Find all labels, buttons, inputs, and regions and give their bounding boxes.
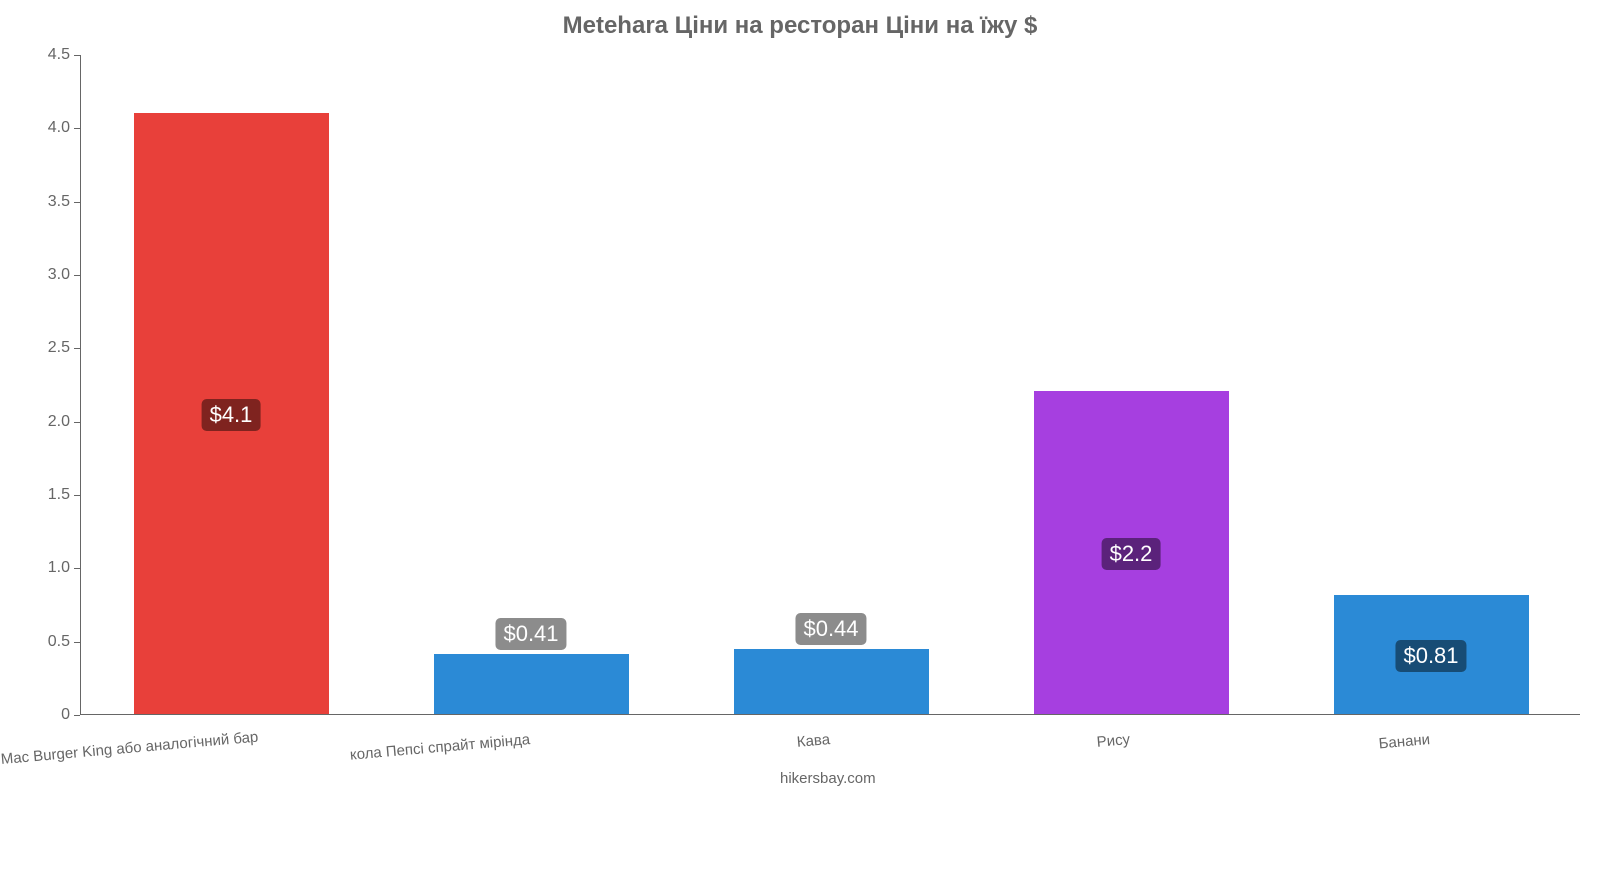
bar <box>734 649 929 714</box>
y-tick-label: 0.5 <box>10 633 70 651</box>
bar <box>434 654 629 714</box>
bar-value-label: $0.44 <box>795 613 866 645</box>
y-tick-mark <box>74 715 80 716</box>
y-tick-mark <box>74 568 80 569</box>
y-tick-mark <box>74 642 80 643</box>
y-tick-mark <box>74 275 80 276</box>
bar-value-label: $0.41 <box>495 618 566 650</box>
y-tick-label: 0 <box>10 706 70 724</box>
y-tick-label: 3.0 <box>10 266 70 284</box>
y-tick-label: 2.0 <box>10 413 70 431</box>
y-tick-label: 1.5 <box>10 486 70 504</box>
y-tick-mark <box>74 348 80 349</box>
plot-area: $4.1 $0.41 $0.44 $2.2 $0.81 <box>80 55 1580 715</box>
y-tick-label: 2.5 <box>10 339 70 357</box>
bar-value-label: $0.81 <box>1395 640 1466 672</box>
y-tick-mark <box>74 495 80 496</box>
y-tick-mark <box>74 128 80 129</box>
y-tick-label: 3.5 <box>10 193 70 211</box>
chart-title: Metehara Ціни на ресторан Ціни на їжу $ <box>0 12 1600 40</box>
y-tick-label: 4.0 <box>10 119 70 137</box>
bar-value-label: $2.2 <box>1102 538 1161 570</box>
y-tick-mark <box>74 55 80 56</box>
y-tick-label: 1.0 <box>10 559 70 577</box>
price-chart: Metehara Ціни на ресторан Ціни на їжу $ … <box>0 0 1600 800</box>
y-tick-label: 4.5 <box>10 46 70 64</box>
y-tick-mark <box>74 202 80 203</box>
y-tick-mark <box>74 422 80 423</box>
bar-value-label: $4.1 <box>202 399 261 431</box>
